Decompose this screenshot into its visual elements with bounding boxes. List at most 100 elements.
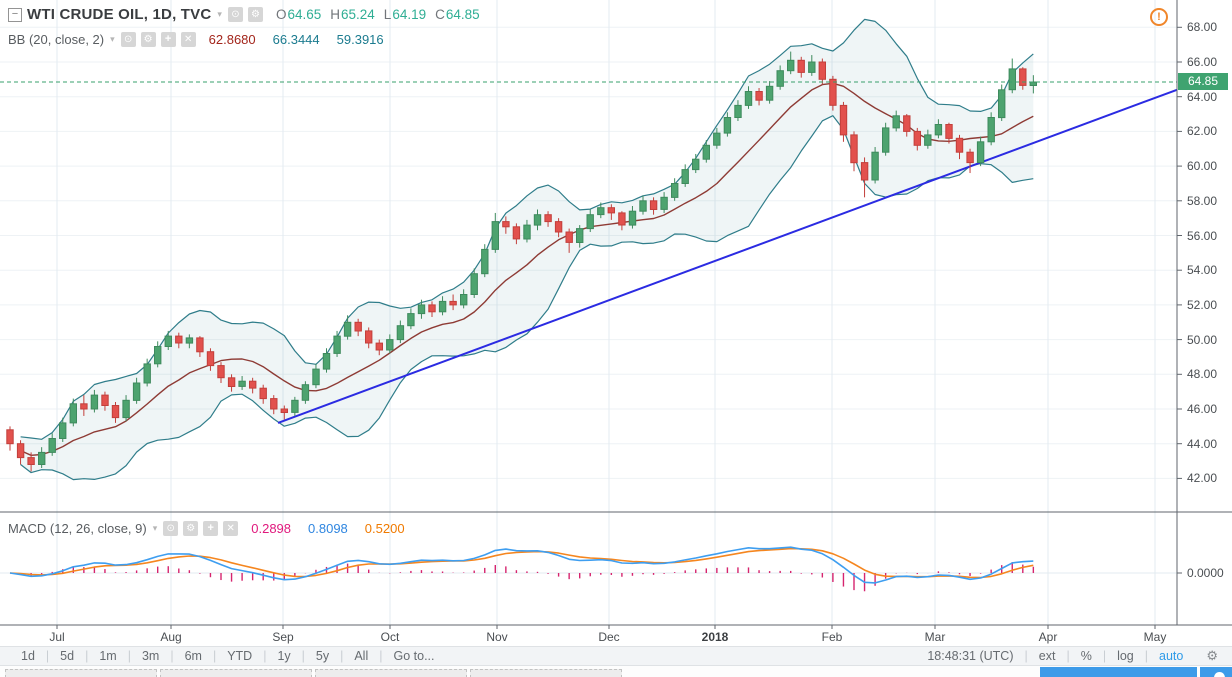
price-axis-label: 54.00 [1187,263,1218,278]
alert-icon[interactable]: ! [1150,8,1168,26]
settings-gear-icon[interactable]: ⚙ [1206,648,1218,663]
time-axis[interactable]: Jul Aug Sep Oct Nov Dec 2018 Feb Mar Apr May [0,625,1177,646]
percent-scale-button[interactable]: % [1080,649,1092,663]
range-button-all[interactable]: All [354,649,369,663]
range-button-1d[interactable]: 1d [21,649,35,663]
range-button-5y[interactable]: 5y [315,649,330,663]
chevron-down-icon[interactable]: ▾ [152,523,158,533]
plus-icon[interactable]: + [203,521,219,536]
bb-label: BB (20, close, 2) [8,32,105,47]
price-axis-label: 50.00 [1187,332,1218,347]
time-axis-label: Nov [486,630,508,644]
corner-button-dot [1214,672,1225,677]
toolbar-right-group: 18:48:31 (UTC) | ext | % | log | auto ⚙ [916,648,1222,664]
symbol-title: WTI CRUDE OIL, 1D, TVC [27,6,212,23]
range-button-3m[interactable]: 3m [141,649,160,663]
gear-icon[interactable]: ⚙ [247,7,263,22]
price-axis-label: 66.00 [1187,55,1218,69]
time-axis-label: Feb [821,630,843,644]
low-label: L [383,7,392,22]
plus-icon[interactable]: + [160,32,176,47]
macd-label: MACD (12, 26, close, 9) [8,521,147,536]
cutoff-placeholder-box [470,669,622,677]
page-bottom-strip [0,666,1232,677]
low-value: 64.19 [392,7,427,22]
price-axis-label: 52.00 [1187,297,1218,312]
eye-icon[interactable]: ⊙ [227,7,243,22]
price-axis-label: 58.00 [1187,193,1218,208]
price-axis-label: 64.00 [1187,89,1218,104]
cutoff-blue-button[interactable] [1040,667,1197,677]
close-icon[interactable]: ✕ [223,521,239,536]
toolbar-separator: | [1144,649,1148,663]
eye-icon[interactable]: ⊙ [163,521,179,536]
last-price-badge: 64.85 [1178,73,1228,90]
toolbar-separator: | [379,649,383,663]
price-axis-label: 60.00 [1187,159,1218,174]
auto-scale-button[interactable]: auto [1159,649,1184,663]
range-button-1y[interactable]: 1y [277,649,291,663]
time-axis-label: Sep [272,630,294,644]
bb-lower-value: 59.3916 [336,32,384,47]
toolbar-separator: | [1102,649,1107,663]
eye-icon[interactable]: ⊙ [120,32,136,47]
goto-date-button[interactable]: Go to... [393,649,435,663]
close-icon[interactable]: ✕ [180,32,196,47]
bb-upper-value: 66.3444 [272,32,320,47]
gear-icon[interactable]: ⚙ [183,521,199,536]
toolbar-separator: | [212,649,217,663]
gear-icon[interactable]: ⚙ [140,32,156,47]
price-axis-label: 62.00 [1187,124,1218,139]
price-axis[interactable]: 0.0000 64.85 68.00 66.00 64.00 62.00 60.00 58… [1177,0,1232,645]
close-label: C [435,7,445,22]
log-scale-button[interactable]: log [1117,649,1134,663]
cutoff-placeholder-box [5,669,157,677]
macd-signal-value: 0.5200 [364,521,405,536]
time-axis-label: Dec [598,630,620,644]
macd-indicator-header: MACD (12, 26, close, 9) ▾ ⊙ ⚙ + ✕ 0.2898… [8,521,405,536]
price-axis-label: 56.00 [1187,228,1218,243]
toolbar-separator: | [1024,649,1028,663]
range-button-1m[interactable]: 1m [99,649,117,663]
price-axis-label: 48.00 [1187,367,1218,382]
range-button-ytd[interactable]: YTD [227,649,253,663]
price-axis-label: 44.00 [1187,436,1218,451]
open-value: 64.65 [287,7,322,22]
bb-indicator-header: BB (20, close, 2) ▾ ⊙ ⚙ + ✕ 62.8680 66.3… [8,32,384,47]
time-axis-label: Jul [49,630,65,644]
bottom-toolbar: 1d | 5d | 1m | 3m | 6m | YTD | 1y | 5y | All | Go to... 18… [0,646,1232,666]
range-button-5d[interactable]: 5d [60,649,75,663]
toolbar-separator: | [1066,649,1070,663]
time-axis-label: Oct [380,630,400,644]
range-button-group: 1d | 5d | 1m | 3m | 6m | YTD | 1y | 5y | All | Go to... [10,649,446,663]
price-axis-label: 68.00 [1187,20,1218,35]
time-axis-label: Apr [1038,630,1058,644]
high-label: H [330,7,340,22]
time-axis-label: May [1143,630,1167,644]
toolbar-separator: | [263,649,267,663]
toolbar-separator: | [340,649,344,663]
chevron-down-icon[interactable]: ▾ [110,34,115,44]
high-value: 65.24 [341,7,375,22]
open-label: O [275,7,287,22]
price-axis-label: 42.00 [1187,471,1218,486]
collapse-pane-icon[interactable]: − [8,7,22,22]
macd-zero-axis-label: 0.0000 [1187,566,1224,580]
price-chart-canvas[interactable] [0,0,1232,645]
symbol-header: − WTI CRUDE OIL, 1D, TVC ▾ ⊙ ⚙ O 64.65 H… [8,6,489,23]
range-button-6m[interactable]: 6m [184,649,202,663]
toolbar-separator: | [170,649,174,663]
time-axis-label: 2018 [701,630,729,644]
toolbar-separator: | [301,649,305,663]
cutoff-corner-button[interactable] [1200,667,1232,677]
cutoff-placeholder-box [160,669,312,677]
ext-hours-button[interactable]: ext [1038,649,1056,663]
clock-label[interactable]: 18:48:31 (UTC) [927,649,1014,663]
chevron-down-icon[interactable]: ▾ [217,9,222,19]
toolbar-separator: | [85,649,89,663]
toolbar-separator: | [45,649,50,663]
toolbar-separator: | [127,649,131,663]
macd-histogram-value: 0.2898 [251,521,292,536]
price-axis-label: 46.00 [1187,402,1218,416]
